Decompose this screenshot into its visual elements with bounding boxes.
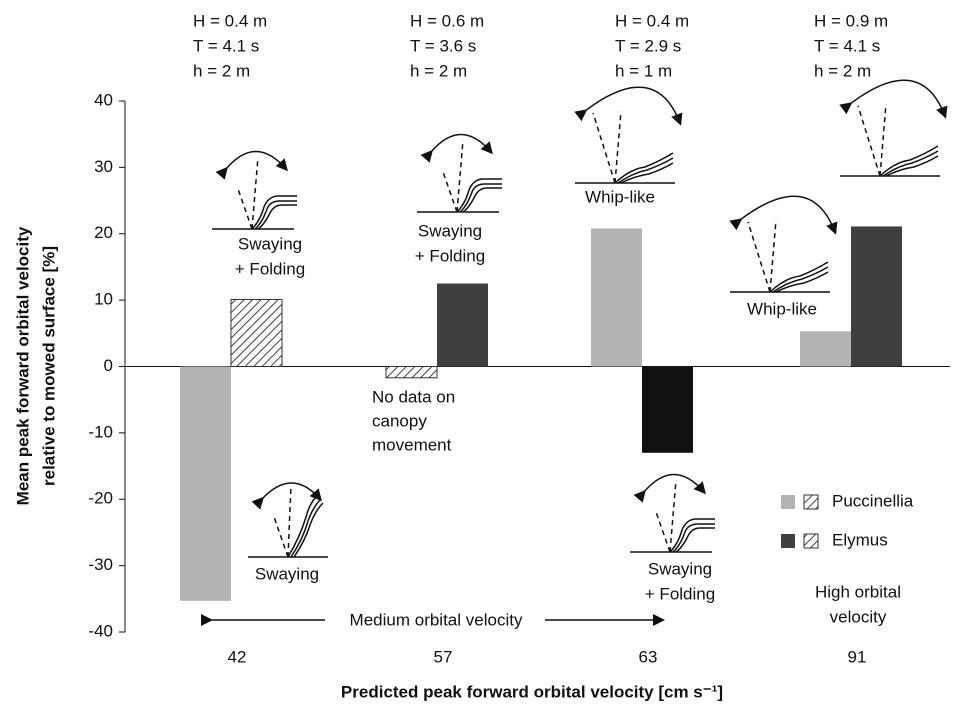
bar <box>642 367 693 453</box>
canopy-sketch <box>730 196 835 292</box>
y-tick-label: 40 <box>94 90 113 109</box>
condition: T = 4.1 s <box>814 36 880 55</box>
condition: H = 0.9 m <box>814 11 888 30</box>
y-tick-label: -30 <box>88 555 113 574</box>
annotation: No data on <box>372 387 455 406</box>
annotation: canopy <box>372 411 427 430</box>
condition: h = 2 m <box>410 61 467 80</box>
y-axis-title: relative to mowed surface [%] <box>39 246 58 486</box>
legend-swatch <box>804 495 818 509</box>
annotation: Swaying <box>255 564 319 583</box>
y-tick-label: 0 <box>104 356 113 375</box>
y-tick-label: 30 <box>94 157 113 176</box>
annotation: High orbital <box>815 582 901 601</box>
condition: T = 4.1 s <box>193 36 259 55</box>
condition: H = 0.4 m <box>193 11 267 30</box>
annotation: Medium orbital velocity <box>350 610 523 629</box>
y-tick-label: 10 <box>94 290 113 309</box>
legend-swatch <box>781 495 795 509</box>
annotation: movement <box>372 435 452 454</box>
annotation: Swaying <box>418 221 482 240</box>
legend-swatch <box>781 534 795 548</box>
condition: h = 2 m <box>814 61 871 80</box>
condition: T = 2.9 s <box>615 36 681 55</box>
y-tick-label: -40 <box>88 621 113 640</box>
annotation: velocity <box>830 607 887 626</box>
annotation: + Folding <box>235 259 305 278</box>
condition: h = 1 m <box>615 61 672 80</box>
y-tick-label: -10 <box>88 422 113 441</box>
annotation: Swaying <box>238 234 302 253</box>
y-tick-label: -20 <box>88 489 113 508</box>
legend-label: Puccinellia <box>832 491 914 510</box>
condition: H = 0.4 m <box>615 11 689 30</box>
canopy-sketch <box>417 135 502 213</box>
annotation: Whip-like <box>747 299 817 318</box>
annotation: Whip-like <box>585 187 655 206</box>
y-tick-label: 20 <box>94 223 113 242</box>
x-tick-label: 91 <box>848 647 867 666</box>
canopy-sketch <box>248 483 328 557</box>
annotation: + Folding <box>645 584 715 603</box>
legend-label: Elymus <box>832 530 888 549</box>
canopy-sketch <box>212 152 297 230</box>
condition: H = 0.6 m <box>410 11 484 30</box>
condition: T = 3.6 s <box>410 36 476 55</box>
bar <box>437 284 488 367</box>
annotation: Swaying <box>648 559 712 578</box>
bar <box>851 226 902 366</box>
bar <box>386 367 437 378</box>
bar <box>180 367 231 601</box>
x-tick-label: 57 <box>434 647 453 666</box>
bar <box>800 331 851 366</box>
canopy-sketch <box>575 87 680 183</box>
canopy-sketch <box>630 475 715 553</box>
x-axis-title: Predicted peak forward orbital velocity … <box>341 682 723 701</box>
x-tick-label: 63 <box>639 647 658 666</box>
bar <box>231 299 282 366</box>
bar <box>591 228 642 366</box>
canopy-sketch <box>840 80 945 176</box>
y-axis-title: Mean peak forward orbital velocity <box>13 226 32 505</box>
condition: h = 2 m <box>193 61 250 80</box>
legend-swatch <box>804 534 818 548</box>
x-tick-label: 42 <box>228 647 247 666</box>
annotation: + Folding <box>415 246 485 265</box>
chart: -40 -30 -20 -10 0 10 20 30 40 Mean peak forward o… <box>0 0 959 713</box>
